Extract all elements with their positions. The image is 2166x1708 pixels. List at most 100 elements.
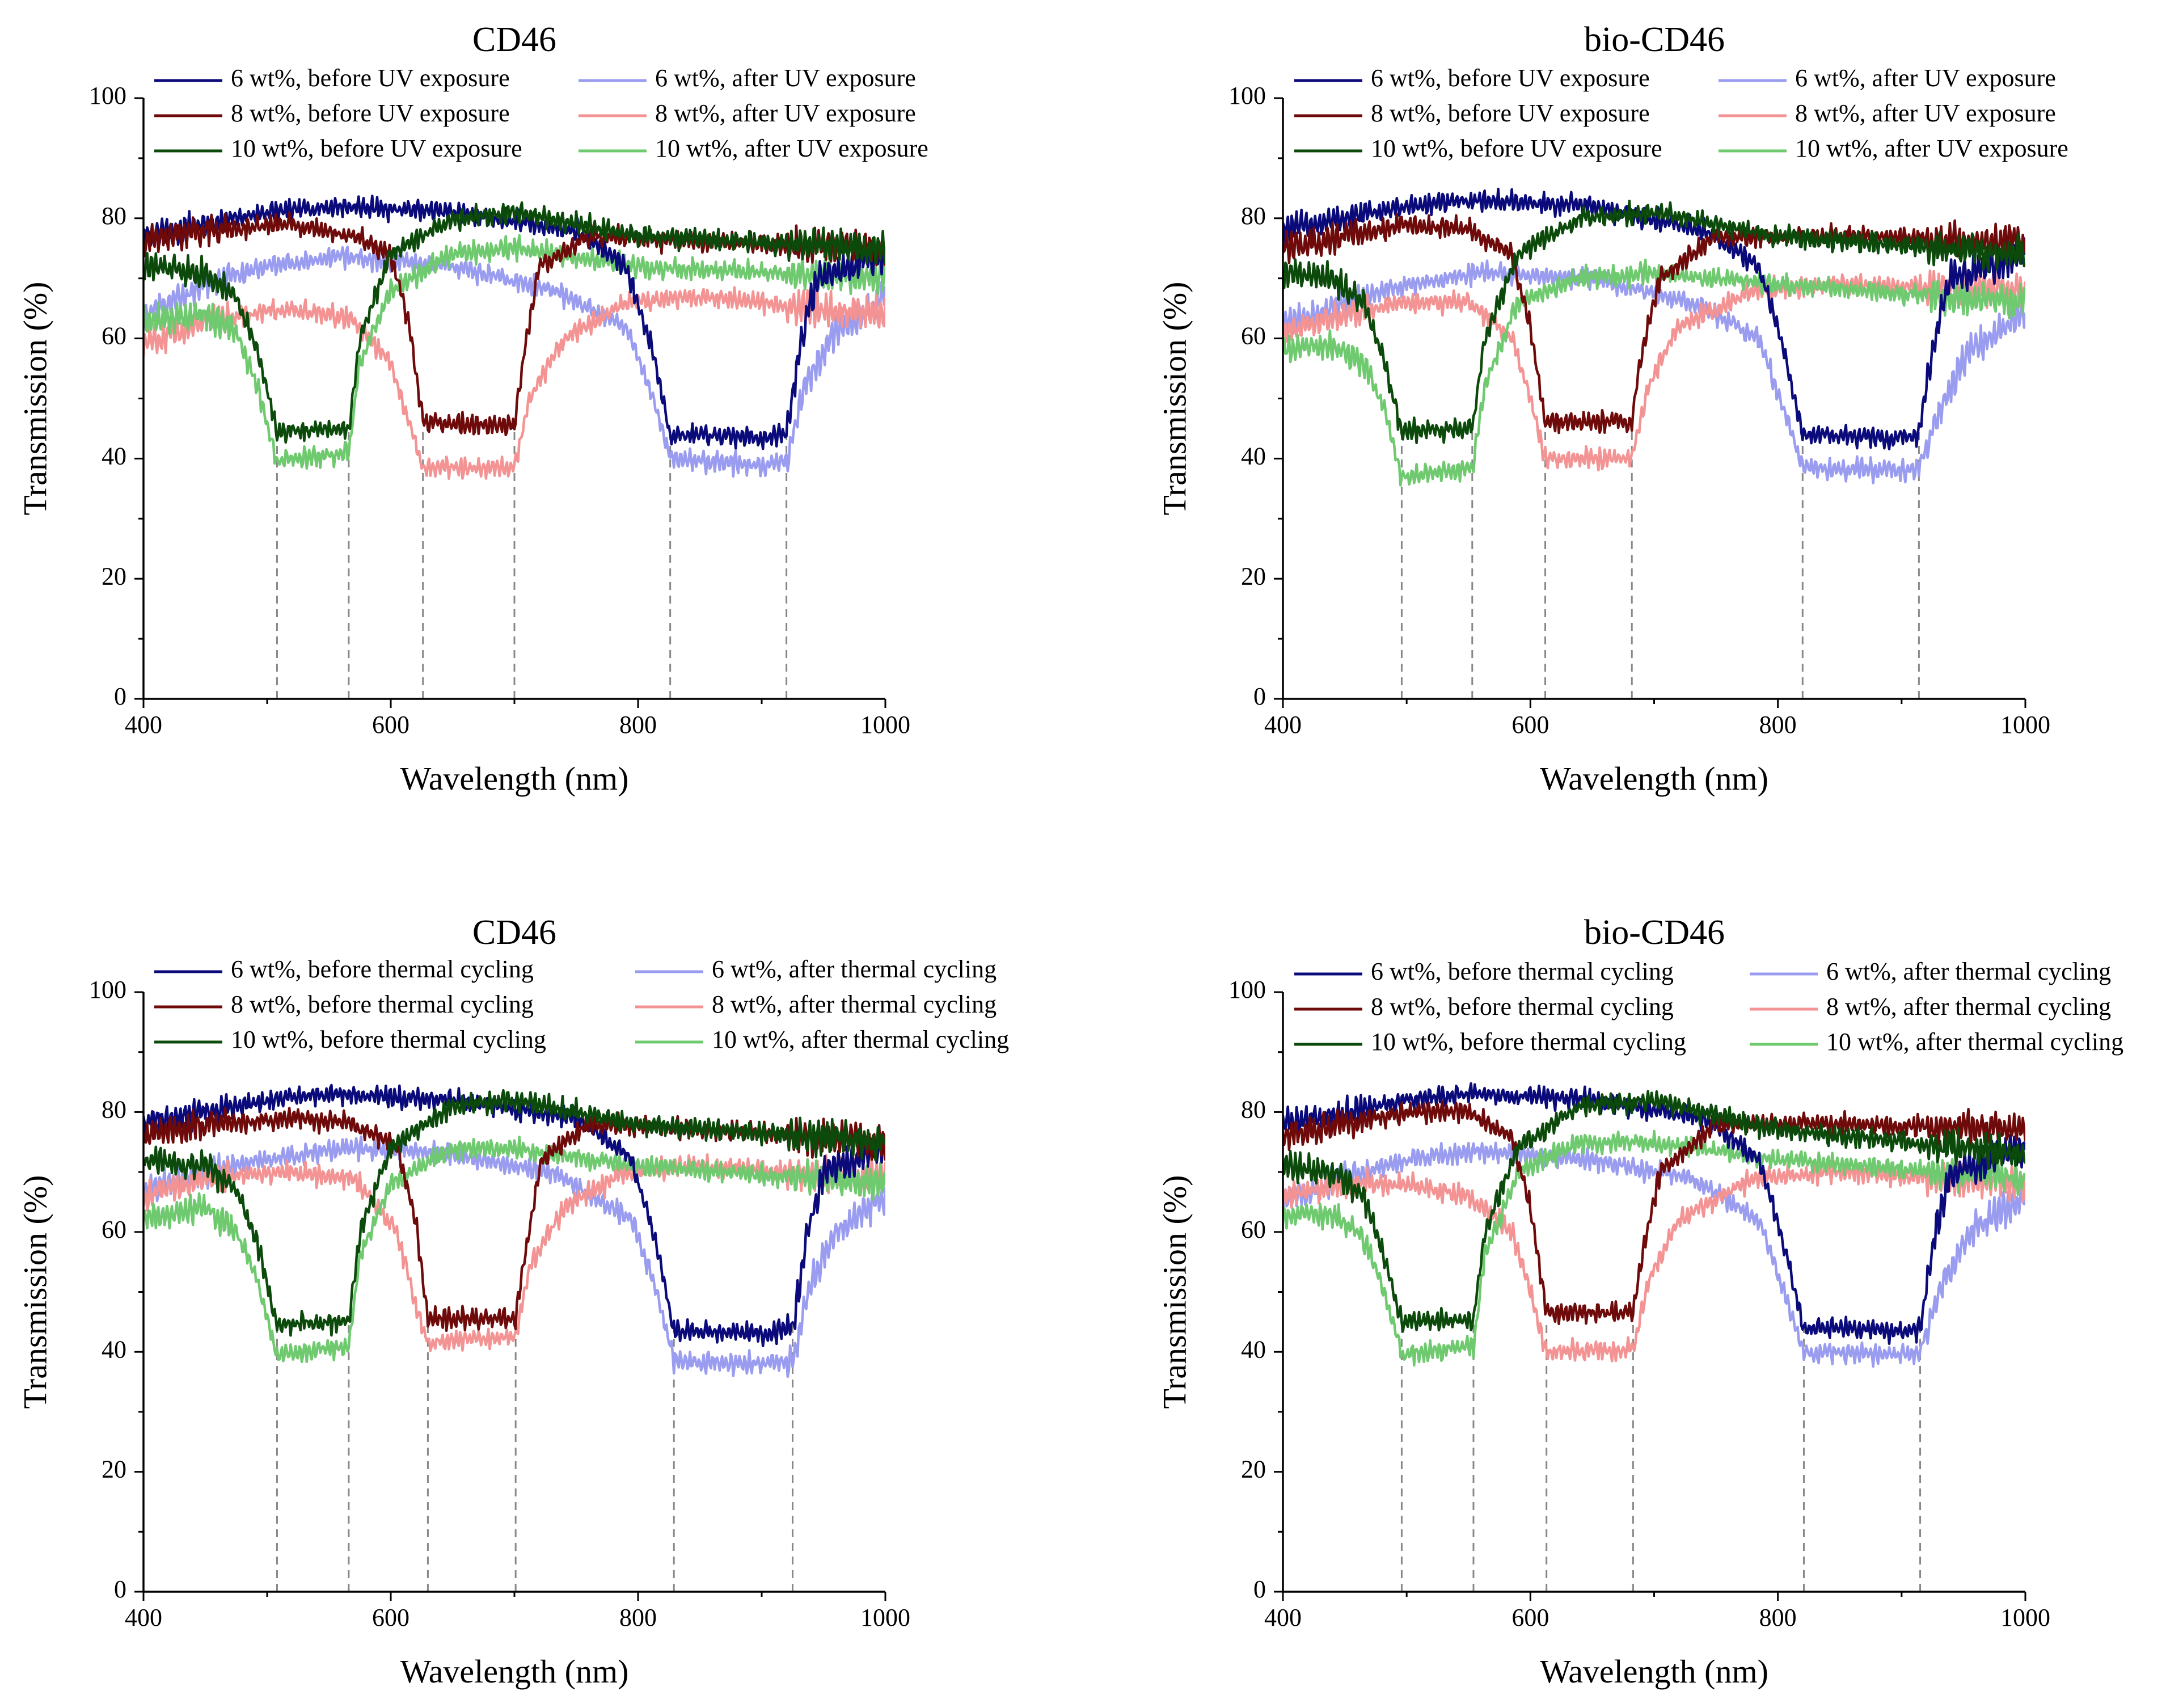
y-tick-label: 80 bbox=[1241, 1095, 1266, 1123]
x-tick-label: 1000 bbox=[2000, 1604, 2050, 1631]
legend-label: 6 wt%, before thermal cycling bbox=[231, 955, 534, 983]
chart-title: CD46 bbox=[472, 913, 556, 952]
legend-label: 10 wt%, before UV exposure bbox=[1371, 134, 1662, 162]
y-tick-label: 40 bbox=[1241, 1335, 1266, 1363]
series-line bbox=[143, 245, 885, 478]
x-tick-label: 400 bbox=[125, 1604, 162, 1631]
y-tick-label: 100 bbox=[1228, 976, 1266, 1003]
series-line bbox=[1283, 199, 2025, 445]
chart-panel: bio-CD46 0 20 40 60 80 100 400 600 800 1000 Wavelen… bbox=[1156, 20, 2068, 797]
legend-label: 6 wt%, after UV exposure bbox=[1795, 64, 2056, 92]
legend-label: 10 wt%, before UV exposure bbox=[231, 134, 522, 162]
legend: 6 wt%, before UV exposure 8 wt%, before U… bbox=[154, 64, 928, 162]
x-tick-label: 600 bbox=[1511, 1604, 1549, 1631]
series-line bbox=[143, 1083, 885, 1347]
x-axis-label: Wavelength (nm) bbox=[400, 760, 629, 797]
legend-label: 8 wt%, before thermal cycling bbox=[231, 990, 534, 1018]
x-tick-label: 800 bbox=[1759, 1604, 1797, 1631]
x-tick-label: 1000 bbox=[860, 1604, 910, 1631]
legend-label: 10 wt%, after UV exposure bbox=[655, 134, 928, 162]
y-tick-label: 60 bbox=[102, 322, 126, 350]
series-line bbox=[1283, 258, 2025, 487]
y-tick-label: 20 bbox=[102, 1456, 126, 1483]
x-tick-label: 800 bbox=[619, 1604, 657, 1631]
y-tick-label: 80 bbox=[102, 202, 126, 230]
y-tick-label: 60 bbox=[1241, 322, 1266, 350]
series-line bbox=[1283, 1129, 2025, 1367]
x-tick-label: 800 bbox=[619, 711, 657, 739]
chart-title: bio-CD46 bbox=[1584, 20, 1725, 59]
series-group bbox=[143, 1083, 885, 1378]
legend-label: 6 wt%, before UV exposure bbox=[231, 64, 510, 92]
y-axis-label: Transmission (%) bbox=[1156, 1175, 1193, 1409]
chart-panel: CD46 0 20 40 60 80 100 400 600 800 1000 Wavelength … bbox=[16, 20, 928, 797]
legend-label: 8 wt%, before UV exposure bbox=[231, 99, 510, 127]
y-tick-label: 40 bbox=[102, 1335, 126, 1363]
y-tick-label: 100 bbox=[89, 82, 126, 109]
series-line bbox=[143, 201, 885, 444]
legend-label: 6 wt%, after thermal cycling bbox=[712, 955, 997, 983]
y-tick-label: 80 bbox=[102, 1095, 126, 1123]
series-group bbox=[143, 195, 885, 480]
series-line bbox=[143, 1136, 885, 1364]
x-tick-label: 800 bbox=[1759, 711, 1797, 739]
y-axis-label: Transmission (%) bbox=[16, 1175, 53, 1409]
series-group bbox=[1283, 1082, 2025, 1368]
legend: 6 wt%, before thermal cycling 8 wt%, befo… bbox=[154, 955, 1009, 1053]
y-tick-label: 60 bbox=[102, 1216, 126, 1243]
legend-label: 6 wt%, before UV exposure bbox=[1371, 64, 1650, 92]
x-tick-label: 400 bbox=[1264, 1604, 1302, 1631]
y-axis-label: Transmission (%) bbox=[1156, 282, 1193, 516]
x-tick-label: 1000 bbox=[2000, 711, 2050, 739]
series-line bbox=[143, 234, 885, 470]
legend-label: 6 wt%, before thermal cycling bbox=[1371, 958, 1674, 985]
chart-panel: CD46 0 20 40 60 80 100 400 600 800 1000 Wavelength … bbox=[16, 913, 1009, 1690]
series-line bbox=[143, 211, 885, 437]
x-axis-label: Wavelength (nm) bbox=[1540, 760, 1768, 797]
y-tick-label: 100 bbox=[1228, 82, 1266, 109]
x-tick-label: 600 bbox=[372, 1604, 409, 1631]
y-tick-label: 80 bbox=[1241, 202, 1266, 230]
x-tick-label: 400 bbox=[125, 711, 162, 739]
legend-label: 8 wt%, after UV exposure bbox=[655, 99, 916, 127]
y-tick-label: 20 bbox=[1241, 562, 1266, 590]
legend-label: 10 wt%, after thermal cycling bbox=[712, 1026, 1009, 1053]
series-line bbox=[1283, 1141, 2025, 1368]
x-tick-label: 1000 bbox=[860, 711, 910, 739]
legend-label: 6 wt%, after thermal cycling bbox=[1826, 958, 2111, 985]
legend-label: 8 wt%, before UV exposure bbox=[1371, 99, 1650, 127]
y-tick-label: 60 bbox=[1241, 1216, 1266, 1243]
x-tick-label: 600 bbox=[372, 711, 409, 739]
y-tick-label: 100 bbox=[89, 976, 126, 1003]
series-line bbox=[1283, 266, 2025, 472]
series-line bbox=[143, 1135, 885, 1378]
y-tick-label: 20 bbox=[1241, 1456, 1266, 1483]
legend-label: 8 wt%, after UV exposure bbox=[1795, 99, 2056, 127]
legend-label: 6 wt%, after UV exposure bbox=[655, 64, 916, 92]
legend-label: 8 wt%, before thermal cycling bbox=[1371, 993, 1674, 1020]
y-tick-label: 0 bbox=[1253, 682, 1266, 710]
chart-title: bio-CD46 bbox=[1584, 913, 1725, 952]
legend-label: 10 wt%, before thermal cycling bbox=[231, 1026, 546, 1053]
legend: 6 wt%, before UV exposure 8 wt%, before U… bbox=[1294, 64, 2068, 162]
y-axis-label: Transmission (%) bbox=[16, 282, 53, 516]
x-axis-label: Wavelength (nm) bbox=[1540, 1653, 1768, 1690]
legend: 6 wt%, before thermal cycling 8 wt%, befo… bbox=[1294, 958, 2123, 1056]
y-tick-label: 0 bbox=[114, 1575, 126, 1603]
series-line bbox=[143, 1089, 885, 1337]
series-line bbox=[1283, 1090, 2025, 1333]
x-axis-label: Wavelength (nm) bbox=[400, 1653, 629, 1690]
y-tick-label: 40 bbox=[102, 442, 126, 470]
chart-title: CD46 bbox=[472, 20, 556, 59]
chart-panel: bio-CD46 0 20 40 60 80 100 400 600 800 1000 Wavelen… bbox=[1156, 913, 2123, 1690]
series-line bbox=[1283, 259, 2025, 484]
y-tick-label: 40 bbox=[1241, 442, 1266, 470]
y-tick-label: 0 bbox=[114, 682, 126, 710]
series-group bbox=[1283, 187, 2025, 487]
series-line bbox=[143, 286, 885, 480]
legend-label: 8 wt%, after thermal cycling bbox=[1826, 993, 2111, 1020]
y-tick-label: 0 bbox=[1253, 1575, 1266, 1603]
y-tick-label: 20 bbox=[102, 562, 126, 590]
legend-label: 10 wt%, after UV exposure bbox=[1795, 134, 2068, 162]
